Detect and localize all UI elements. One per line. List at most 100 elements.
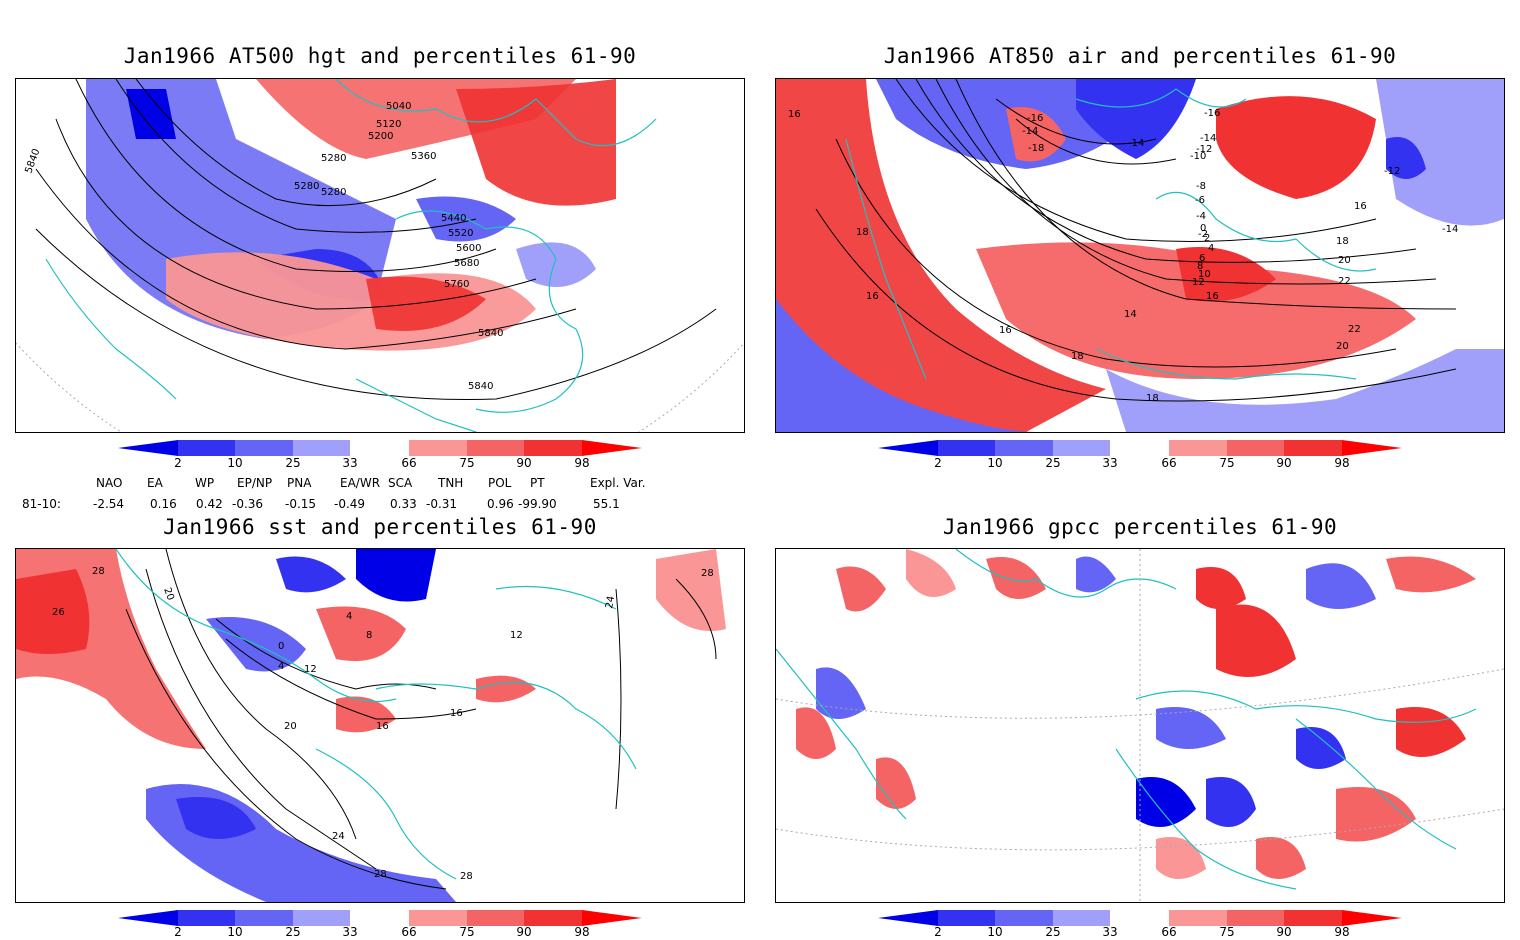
contour-label: 8 [366, 630, 372, 641]
colorbar-label: 98 [1334, 925, 1350, 939]
colorbar-label: 25 [285, 456, 301, 470]
contour-label: 20 [284, 721, 297, 732]
contour-label: -4 [1196, 211, 1206, 222]
contour-label: 24 [604, 595, 617, 609]
contour-label: 0 [278, 641, 284, 652]
contour-label: 28 [460, 871, 473, 882]
colorbar-label: 75 [459, 456, 475, 470]
contour-label: 4 [346, 611, 352, 622]
index-value: 55.1 [593, 497, 620, 511]
contour-label: 16 [788, 109, 801, 120]
index-value: 0.96 [487, 497, 514, 511]
colorbar-label: 2 [174, 925, 182, 939]
contour-label: 5760 [444, 279, 469, 290]
contour-label: 5600 [456, 243, 481, 254]
colorbar-label: 90 [1276, 456, 1292, 470]
colorbar-label: 33 [342, 456, 358, 470]
colorbar-label: 75 [1219, 456, 1235, 470]
contour-label: 16 [376, 721, 389, 732]
contour-label: 0 [1200, 223, 1206, 234]
coastlines [115, 549, 637, 880]
index-header: WP [195, 476, 215, 490]
coastlines [45, 79, 657, 432]
contour-label: -6 [1195, 195, 1205, 206]
contour-label: 12 [304, 664, 317, 675]
contour-label: 24 [332, 831, 345, 842]
colorbar-label: 66 [401, 456, 417, 470]
contour-label: -14 [1442, 224, 1458, 235]
colorbar-label: 66 [1161, 925, 1177, 939]
contour-label: 16 [866, 291, 879, 302]
contour-label: 5280 [321, 187, 346, 198]
colorbar-label: 90 [516, 456, 532, 470]
panel-title-gpcc: Jan1966 gpcc percentiles 61-90 [942, 515, 1338, 539]
contour-label: 28 [701, 568, 714, 579]
colorbar-swatches [878, 910, 1402, 926]
contour-label: 16 [1206, 291, 1219, 302]
map-panel-hgt500: 5040 5120 5200 5280 5280 5280 5360 5440 … [15, 78, 745, 433]
index-header: POL [488, 476, 512, 490]
coastlines [776, 549, 1477, 890]
colorbar-label: 90 [1276, 925, 1292, 939]
contour-label: 5440 [441, 213, 466, 224]
colorbar-label: 10 [227, 925, 243, 939]
map-sst: 28 26 20 0 4 12 20 16 4 8 16 24 28 28 24… [16, 549, 726, 902]
index-value: 0.33 [390, 497, 417, 511]
precip-anomaly-patches [796, 549, 1476, 879]
map-panel-gpcc [775, 548, 1505, 903]
contour-label: 22 [1348, 324, 1361, 335]
colorbar: 2 10 25 33 66 75 90 98 [118, 910, 642, 940]
coastlines [845, 88, 1377, 380]
contour-label: -18 [1028, 143, 1044, 154]
panel-title-hgt500: Jan1966 AT500 hgt and percentiles 61-90 [123, 44, 637, 68]
colorbar-label: 66 [1161, 456, 1177, 470]
contour-label: -12 [1384, 166, 1400, 177]
index-value: -99.90 [518, 497, 557, 511]
index-value: 0.42 [196, 497, 223, 511]
index-header: NAO [96, 476, 123, 490]
index-value: 0.16 [150, 497, 177, 511]
index-value: -2.54 [93, 497, 125, 511]
contour-label: 22 [1338, 276, 1351, 287]
contour-label: 5840 [478, 328, 503, 339]
contour-label: -16 [1204, 108, 1220, 119]
contour-label: -10 [1190, 151, 1206, 162]
colorbar-label: 90 [516, 925, 532, 939]
colorbar-swatches [878, 440, 1402, 456]
contour-label: 5280 [321, 153, 346, 164]
contour-label: 5680 [454, 258, 479, 269]
contour-label: 5120 [376, 119, 401, 130]
contour-label: 5520 [448, 228, 473, 239]
contour-label: 20 [1338, 255, 1351, 266]
contour-label: 16 [999, 325, 1012, 336]
colorbar-label: 98 [574, 456, 590, 470]
index-value: -0.49 [334, 497, 366, 511]
index-row-label: 81-10: [22, 497, 61, 511]
contour-label: 26 [52, 607, 65, 618]
index-header: EA [147, 476, 163, 490]
colorbar-label: 25 [1045, 456, 1061, 470]
contour-label: 18 [1336, 236, 1349, 247]
contour-label: 4 [1208, 243, 1214, 254]
map-panel-air850: 16 18 16 16 18 14 12 10 -14 -16 -14 -12 … [775, 78, 1505, 433]
contour-label: 28 [92, 566, 105, 577]
index-header: PT [530, 476, 545, 490]
contour-label: 16 [1354, 201, 1367, 212]
colorbar-label: 25 [1045, 925, 1061, 939]
contour-label: 20 [161, 586, 176, 602]
contour-labels: 16 18 16 16 18 14 12 10 -14 -16 -14 -12 … [788, 108, 1458, 404]
contour-label: 28 [374, 869, 387, 880]
colorbar-label: 2 [934, 925, 942, 939]
contour-label: 12 [1192, 277, 1205, 288]
contour-label: 20 [1336, 341, 1349, 352]
colorbar-label: 2 [934, 456, 942, 470]
panel-title-air850: Jan1966 AT850 air and percentiles 61-90 [883, 44, 1397, 68]
colorbar: 2 10 25 33 66 75 90 98 [878, 910, 1402, 940]
map-hgt500: 5040 5120 5200 5280 5280 5280 5360 5440 … [16, 79, 744, 432]
contour-label: 5840 [23, 147, 42, 175]
colorbar-label: 10 [987, 456, 1003, 470]
contour-label: -14 [1128, 138, 1144, 149]
map-gpcc [776, 549, 1504, 902]
colorbar-label: 33 [342, 925, 358, 939]
colorbar-swatches [118, 440, 642, 456]
